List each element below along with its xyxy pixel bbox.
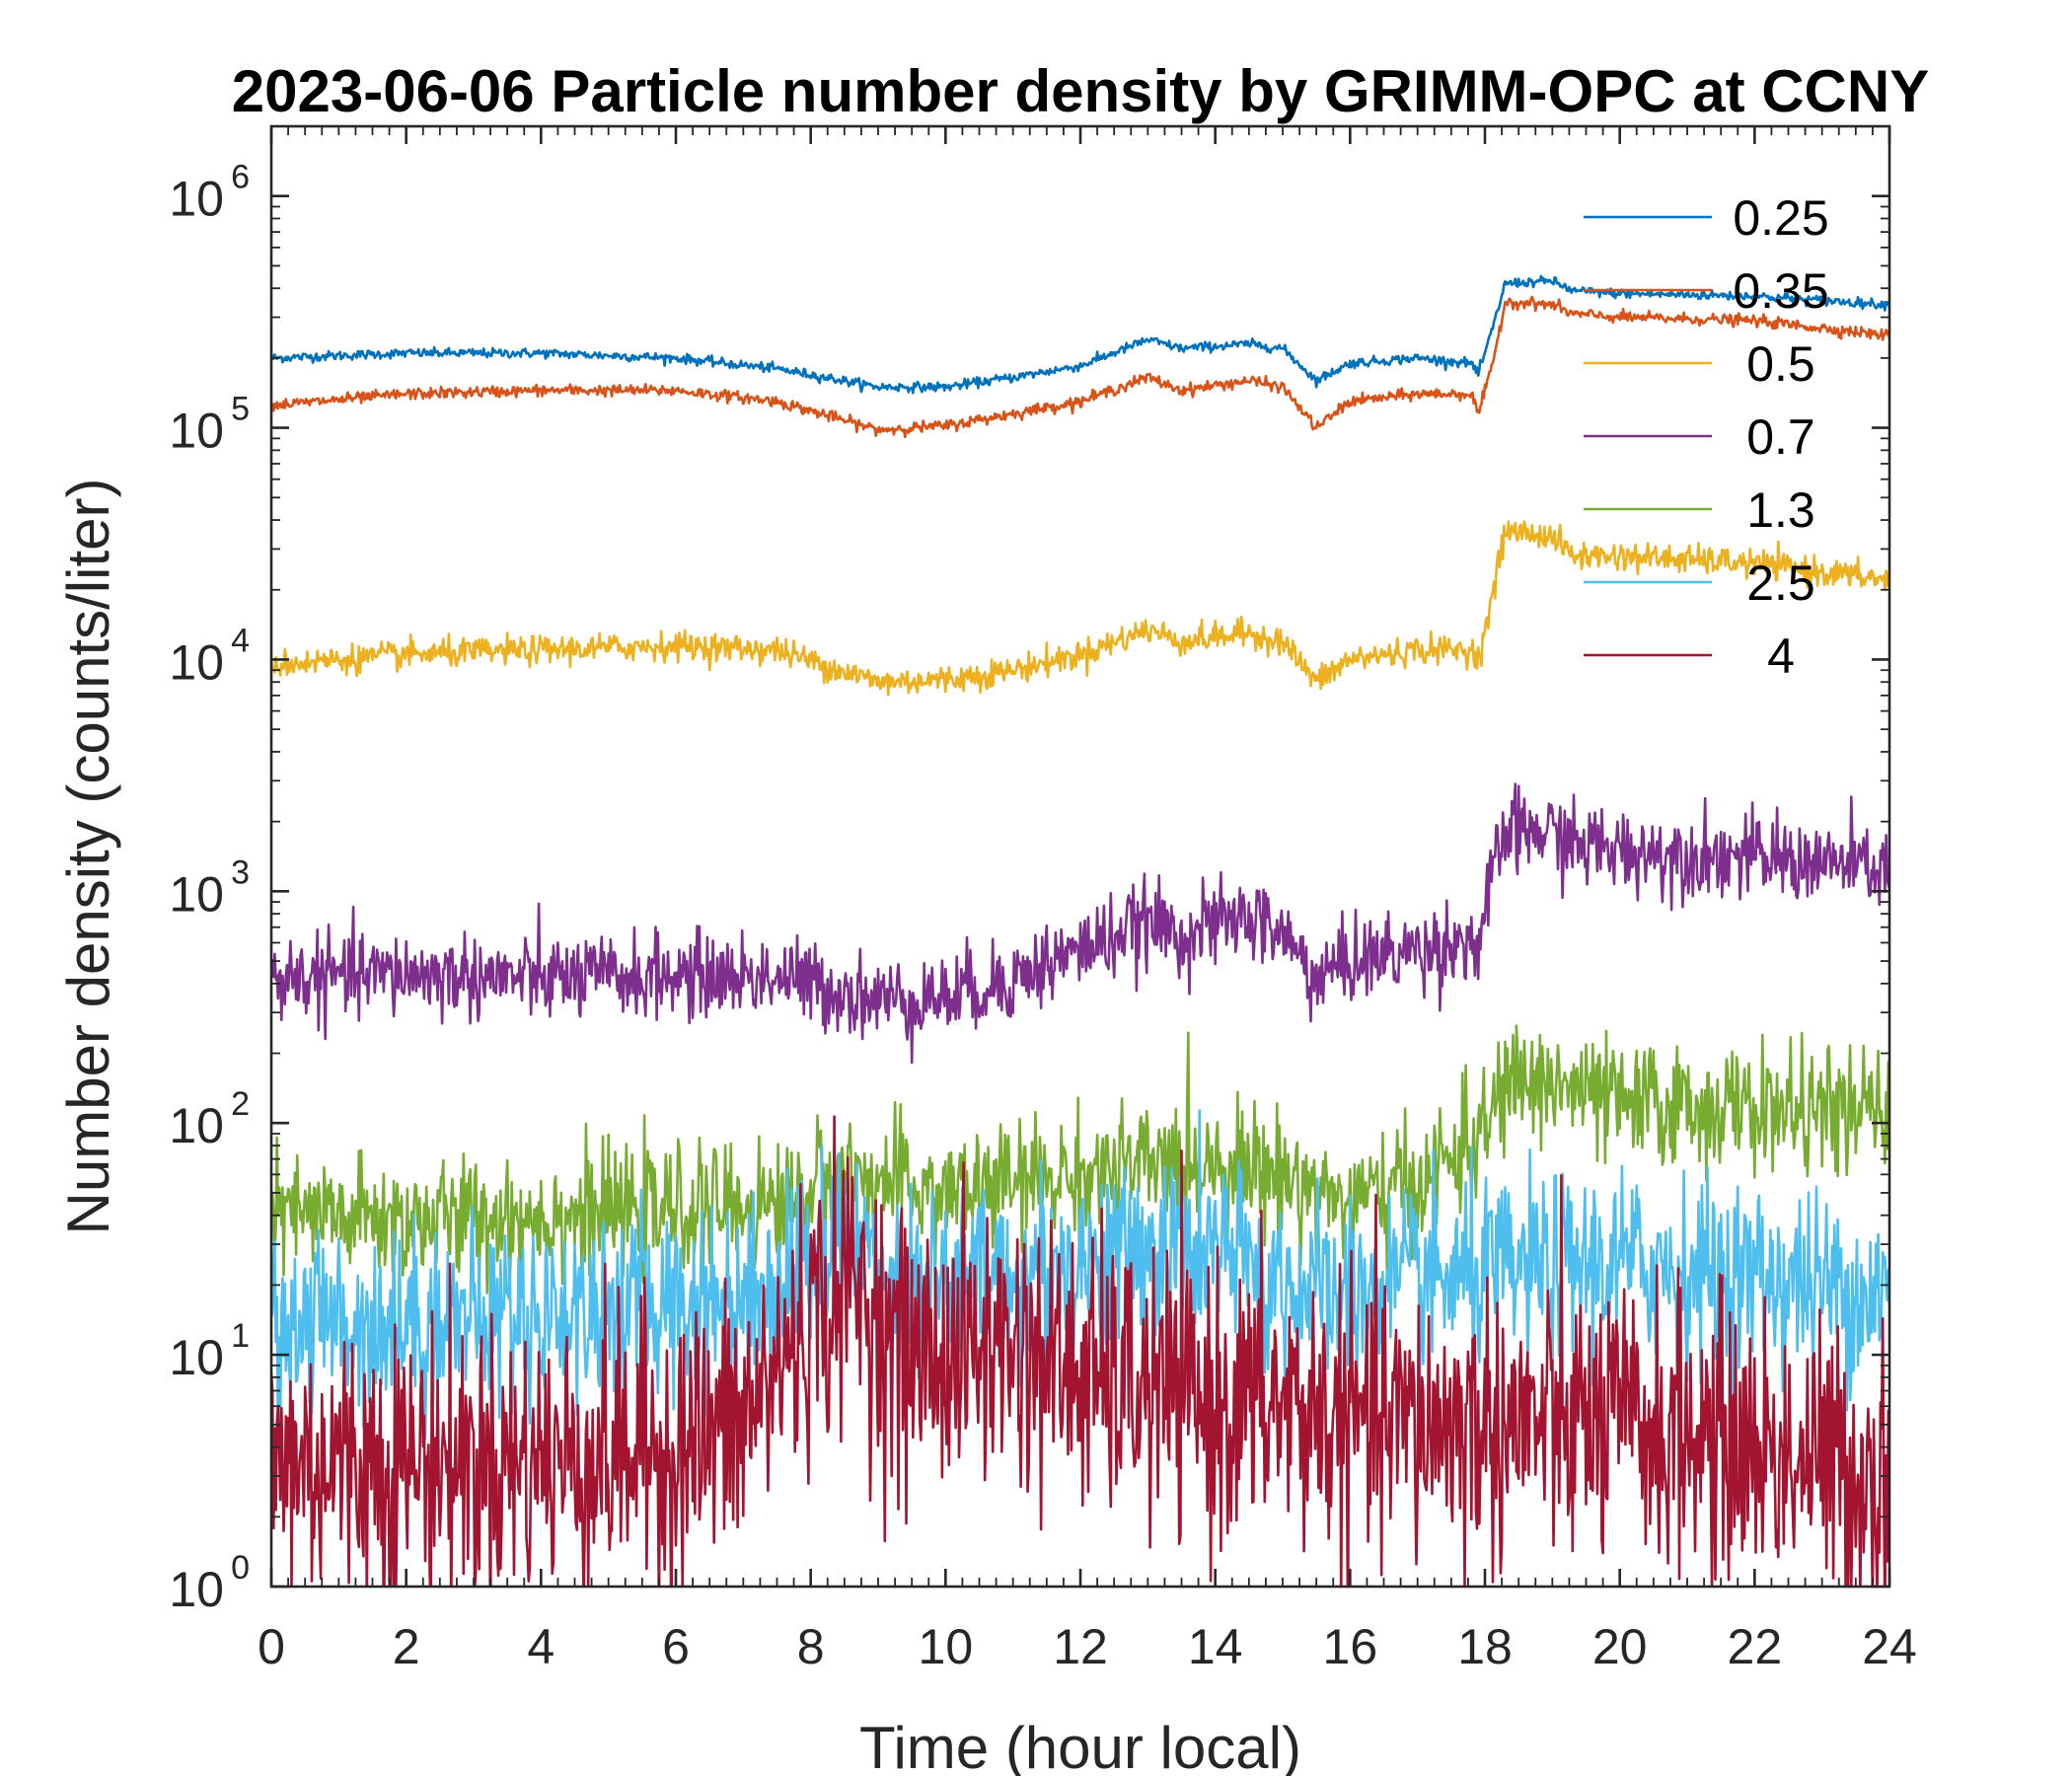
y-tick-label: 10 bbox=[169, 1330, 224, 1385]
legend-label-0-25: 0.25 bbox=[1733, 190, 1828, 246]
x-tick-label: 18 bbox=[1457, 1619, 1513, 1674]
series-group bbox=[271, 274, 1889, 1587]
x-tick-label: 6 bbox=[662, 1619, 690, 1674]
y-tick-label: 10 bbox=[169, 1562, 224, 1617]
x-axis-label: Time (hour local) bbox=[859, 1715, 1301, 1776]
y-tick-exponent: 6 bbox=[231, 159, 250, 196]
x-tick-label: 14 bbox=[1188, 1619, 1243, 1674]
chart-title: 2023-06-06 Particle number density by GR… bbox=[232, 58, 1930, 124]
x-tick-label: 2 bbox=[393, 1619, 420, 1674]
series-line-4 bbox=[271, 1115, 1889, 1587]
y-tick-exponent: 1 bbox=[231, 1317, 250, 1355]
x-tick-label: 12 bbox=[1053, 1619, 1108, 1674]
series-line-1-3 bbox=[271, 1024, 1889, 1300]
x-tick-label: 4 bbox=[527, 1619, 555, 1674]
series-line-0-35 bbox=[271, 295, 1889, 439]
y-tick-exponent: 5 bbox=[231, 391, 250, 428]
y-tick-label: 10 bbox=[169, 404, 224, 459]
y-tick-exponent: 3 bbox=[231, 853, 250, 891]
y-tick-exponent: 2 bbox=[231, 1085, 250, 1123]
legend-label-0-35: 0.35 bbox=[1733, 263, 1828, 319]
series-line-0-25 bbox=[271, 274, 1889, 395]
x-tick-label: 24 bbox=[1862, 1619, 1917, 1674]
series-line-0-5 bbox=[271, 520, 1889, 697]
x-tick-label: 16 bbox=[1323, 1619, 1378, 1674]
x-tick-label: 22 bbox=[1728, 1619, 1783, 1674]
y-tick-label: 10 bbox=[169, 634, 224, 690]
legend: 0.25 0.35 0.5 0.7 1.3 2.5 4 bbox=[1584, 190, 1829, 684]
y-axis-label: Number density (counts/liter) bbox=[55, 479, 121, 1235]
y-tick-label: 10 bbox=[169, 172, 224, 227]
series-line-2-5 bbox=[271, 1109, 1889, 1441]
y-tick-exponent: 0 bbox=[231, 1549, 250, 1587]
y-tick-label: 10 bbox=[169, 866, 224, 922]
legend-label-2-5: 2.5 bbox=[1746, 555, 1815, 611]
x-tick-label: 10 bbox=[919, 1619, 974, 1674]
x-tick-label: 8 bbox=[797, 1619, 825, 1674]
x-tick-label: 0 bbox=[258, 1619, 285, 1674]
x-tick-label: 20 bbox=[1592, 1619, 1648, 1674]
legend-label-1-3: 1.3 bbox=[1746, 482, 1815, 538]
legend-label-0-5: 0.5 bbox=[1746, 336, 1815, 392]
series-line-0-7 bbox=[271, 782, 1889, 1065]
legend-label-4: 4 bbox=[1767, 629, 1795, 684]
y-tick-exponent: 4 bbox=[231, 622, 250, 659]
y-tick-label: 10 bbox=[169, 1098, 224, 1153]
legend-label-0-7: 0.7 bbox=[1746, 409, 1815, 465]
